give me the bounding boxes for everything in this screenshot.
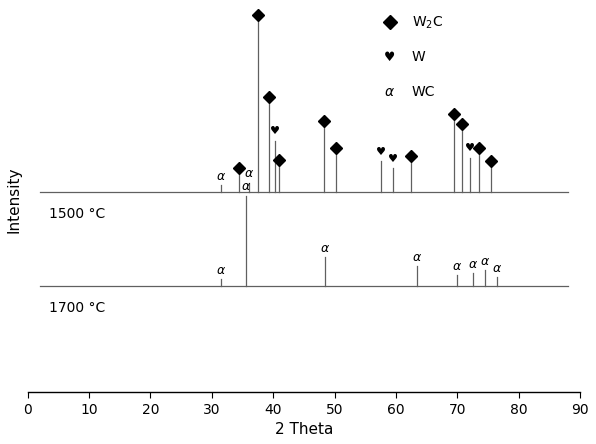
Text: $\alpha$: $\alpha$	[320, 242, 330, 255]
Text: $\alpha$: $\alpha$	[241, 180, 251, 194]
Text: W: W	[412, 50, 426, 64]
Text: $\alpha$: $\alpha$	[244, 167, 254, 180]
Text: W$_2$C: W$_2$C	[412, 14, 443, 31]
Text: ♥: ♥	[375, 147, 386, 157]
Text: $\alpha$: $\alpha$	[480, 255, 490, 268]
Text: 1500 °C: 1500 °C	[49, 207, 105, 221]
Text: WC: WC	[412, 85, 435, 99]
Text: ♥: ♥	[384, 51, 395, 63]
Text: 1700 °C: 1700 °C	[49, 301, 105, 316]
Text: ♥: ♥	[465, 143, 474, 154]
Text: ♥: ♥	[388, 154, 398, 164]
Text: $\alpha$: $\alpha$	[216, 264, 226, 277]
Text: $\alpha$: $\alpha$	[216, 170, 226, 183]
Text: $\alpha$: $\alpha$	[468, 258, 478, 270]
Text: $\alpha$: $\alpha$	[384, 85, 395, 99]
Y-axis label: Intensity: Intensity	[7, 166, 22, 233]
Text: $\alpha$: $\alpha$	[492, 262, 502, 275]
X-axis label: 2 Theta: 2 Theta	[275, 422, 333, 437]
Text: $\alpha$: $\alpha$	[452, 260, 462, 273]
Text: ♥: ♥	[270, 127, 280, 136]
Text: $\alpha$: $\alpha$	[412, 251, 423, 264]
